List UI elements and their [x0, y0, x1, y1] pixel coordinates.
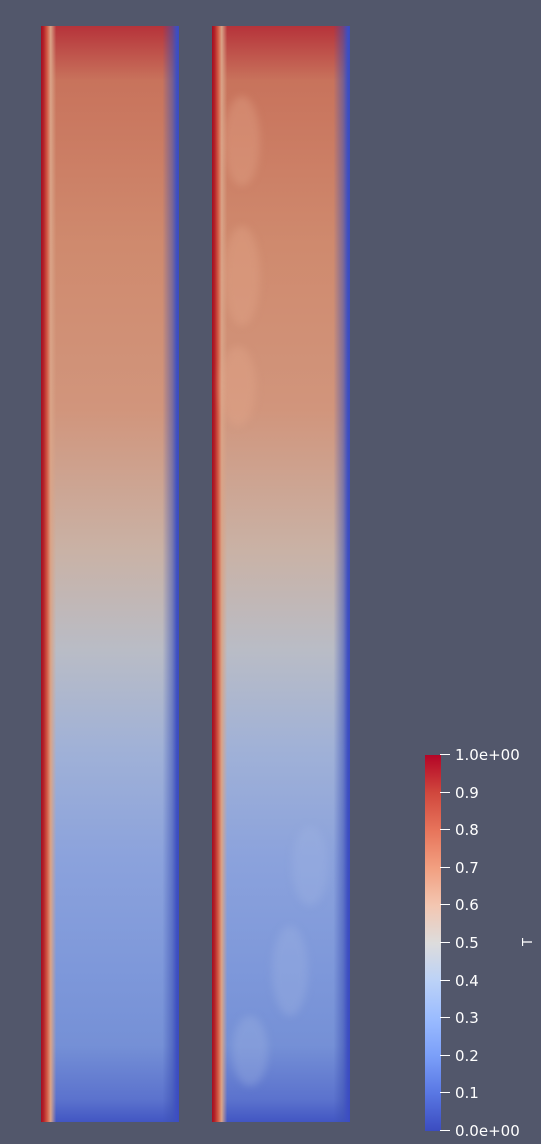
- temperature-field-right: [212, 26, 350, 1122]
- colorbar-gradient: [425, 755, 441, 1131]
- colorbar-tick-label: 0.6: [455, 896, 479, 915]
- colorbar-tick-label: 0.2: [455, 1046, 479, 1065]
- colorbar-tick-label: 1.0e+00: [455, 746, 520, 764]
- colorbar-tick-label: 0.0e+00: [455, 1122, 520, 1140]
- colorbar-title: T: [521, 938, 536, 946]
- colorbar-tick-label: 0.3: [455, 1009, 479, 1028]
- colorbar-tick-label: 0.1: [455, 1084, 479, 1103]
- colorbar-tick-label: 0.7: [455, 858, 479, 877]
- colorbar-tick-label: 0.9: [455, 783, 479, 802]
- temperature-field-left: [41, 26, 179, 1122]
- color-legend-bar: [425, 755, 441, 1131]
- colorbar-tick-label: 0.5: [455, 934, 479, 952]
- colorbar-tick-label: 0.4: [455, 971, 479, 990]
- colorbar-tick-label: 0.8: [455, 821, 479, 840]
